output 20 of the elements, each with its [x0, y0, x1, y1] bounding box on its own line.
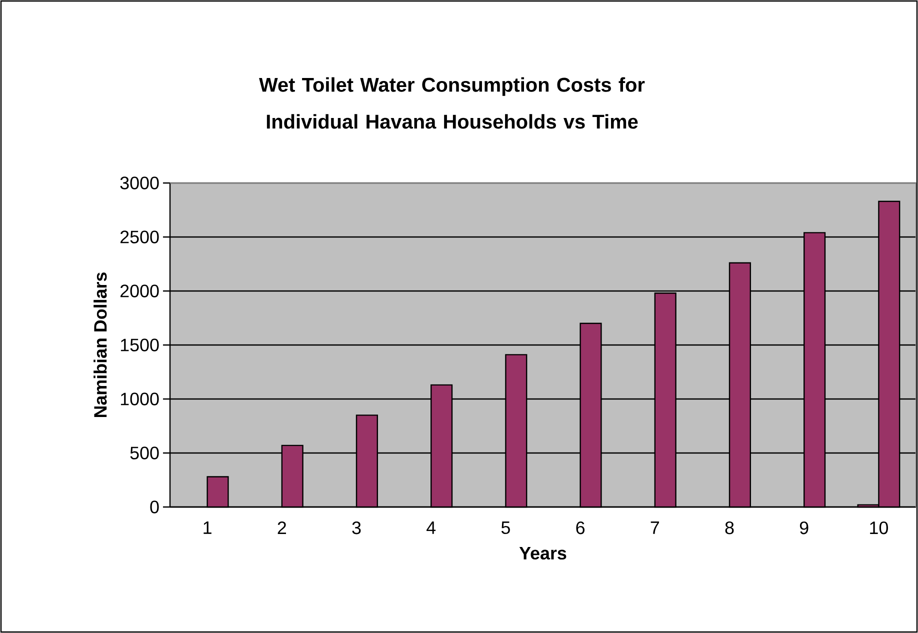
y-tick-label: 1500: [120, 338, 159, 352]
x-tick-label: 8: [725, 521, 734, 534]
x-tick-label: 6: [576, 521, 585, 534]
chart-title: Wet Toilet Water Consumption Costs for Individual Havana Households vs Time: [259, 77, 645, 129]
y-tick-label: 2000: [120, 284, 159, 298]
x-tick-label: 9: [800, 521, 808, 534]
y-tick-label: 1000: [120, 392, 159, 406]
x-tick-label: 10: [870, 521, 888, 534]
x-tick-label: 1: [204, 522, 212, 534]
x-tick-label: 5: [501, 522, 510, 534]
x-tick-label: 7: [650, 522, 659, 534]
y-tick-label: 500: [130, 446, 159, 460]
x-tick-label: 3: [352, 521, 361, 534]
x-tick-label: 2: [278, 521, 286, 534]
y-tick-label: 2500: [120, 230, 159, 244]
y-tick-label: 0: [150, 500, 159, 514]
y-tick-label: 3000: [120, 176, 159, 190]
x-tick-label: 4: [426, 522, 436, 534]
x-axis-title: Years: [519, 547, 566, 560]
y-axis-title: Namibian Dollars: [94, 272, 107, 418]
